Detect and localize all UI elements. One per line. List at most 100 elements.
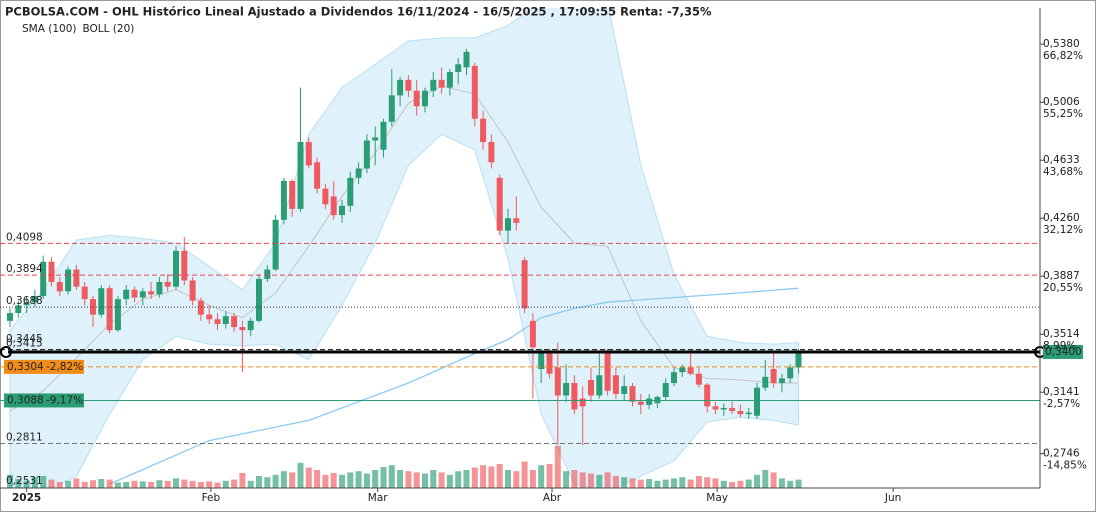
volume-bar — [148, 482, 155, 488]
volume-bar — [214, 482, 221, 488]
level-label: 0,3088 — [7, 394, 44, 406]
candle-body — [405, 79, 412, 91]
level-box — [4, 393, 84, 408]
level-change: -2,82% — [46, 361, 83, 373]
candle-body — [272, 219, 279, 270]
volume-bar — [546, 464, 553, 488]
candle-body — [496, 177, 503, 231]
candle-body — [297, 142, 304, 209]
candle-body — [372, 137, 379, 141]
volume-bar — [355, 471, 362, 488]
y-tick-change: -14,85% — [1043, 460, 1087, 472]
candle-body — [388, 95, 395, 122]
volume-bar — [106, 479, 113, 488]
candle-body — [778, 378, 785, 384]
legend-entry: BOLL (20) — [82, 23, 134, 35]
volume-bar — [7, 474, 13, 488]
volume-bar — [73, 478, 80, 488]
volume-bar — [206, 481, 213, 488]
volume-bar — [372, 470, 379, 488]
volume-bar — [662, 479, 669, 488]
volume-bar — [787, 480, 794, 488]
candle-body — [438, 79, 445, 88]
volume-bar — [571, 470, 578, 488]
candle-body — [98, 288, 105, 315]
candle-body — [662, 383, 669, 398]
volume-bar — [289, 472, 296, 488]
candle-body — [554, 367, 561, 396]
candle-body — [563, 383, 570, 396]
volume-bar — [463, 470, 470, 488]
volume-bar — [629, 478, 636, 488]
volume-bar — [754, 474, 760, 488]
volume-bar — [280, 471, 287, 488]
volume-bar — [704, 477, 711, 488]
candle-body — [455, 64, 462, 73]
volume-bar — [173, 478, 179, 488]
candle-body — [737, 411, 744, 415]
volume-bar — [720, 480, 727, 488]
candle-body — [571, 383, 578, 410]
volume-bar — [671, 478, 677, 488]
level-label: 0,3415 — [6, 338, 43, 350]
candle-body — [671, 372, 677, 384]
candle-body — [23, 302, 30, 306]
y-tick-label: 0,2746 — [1043, 448, 1080, 460]
volume-bar — [347, 472, 354, 488]
candle-body — [181, 250, 188, 281]
volume-bar — [637, 479, 644, 488]
volume-bar — [363, 473, 370, 488]
candle-body — [695, 373, 702, 385]
candle-body — [488, 142, 495, 163]
x-tick-label: Feb — [202, 492, 221, 504]
volume-bar — [405, 471, 412, 488]
volume-bar — [305, 467, 312, 488]
volume-bar — [314, 470, 321, 488]
volume-bar — [330, 473, 337, 488]
volume-bar — [114, 482, 121, 488]
candle-body — [729, 407, 736, 412]
volume-bar — [446, 474, 453, 488]
volume-bar — [297, 462, 304, 488]
candle-body — [123, 289, 130, 300]
candle-body — [106, 288, 113, 331]
volume-bar — [505, 470, 511, 488]
candle-body — [471, 65, 478, 119]
y-tick-label: 0,3141 — [1043, 386, 1080, 398]
x-tick-label: May — [706, 492, 728, 504]
volume-bar — [554, 446, 561, 488]
candle-body — [538, 353, 545, 370]
candle-body — [222, 316, 229, 324]
candle-body — [612, 375, 619, 394]
candle-body — [579, 398, 586, 407]
volume-bar — [612, 476, 619, 488]
volume-bar — [388, 465, 395, 488]
candle-body — [413, 90, 420, 107]
sma-line — [109, 287, 799, 485]
volume-bar — [98, 479, 105, 488]
volume-bar — [156, 480, 163, 488]
volume-bar — [31, 477, 38, 488]
volume-bar — [563, 471, 570, 488]
y-tick-label: 0,5380 — [1043, 38, 1080, 50]
candle-body — [505, 218, 511, 231]
candle-body — [754, 387, 760, 416]
y-tick-label: 0,3514 — [1043, 328, 1080, 340]
candle-body — [189, 280, 196, 301]
volume-bar — [189, 480, 196, 488]
candle-body — [339, 205, 345, 216]
volume-bar — [529, 470, 536, 488]
volume-bar — [679, 477, 686, 488]
candle-body — [646, 398, 653, 405]
candle-body — [363, 140, 370, 169]
candle-body — [720, 407, 727, 410]
candle-body — [148, 291, 155, 295]
volume-bar — [131, 480, 138, 488]
volume-bar — [256, 476, 262, 488]
x-tick-label: Jun — [884, 492, 901, 504]
candle-body — [745, 412, 752, 415]
candle-body — [173, 250, 179, 287]
candle-body — [264, 269, 271, 279]
candle-body — [380, 121, 387, 150]
